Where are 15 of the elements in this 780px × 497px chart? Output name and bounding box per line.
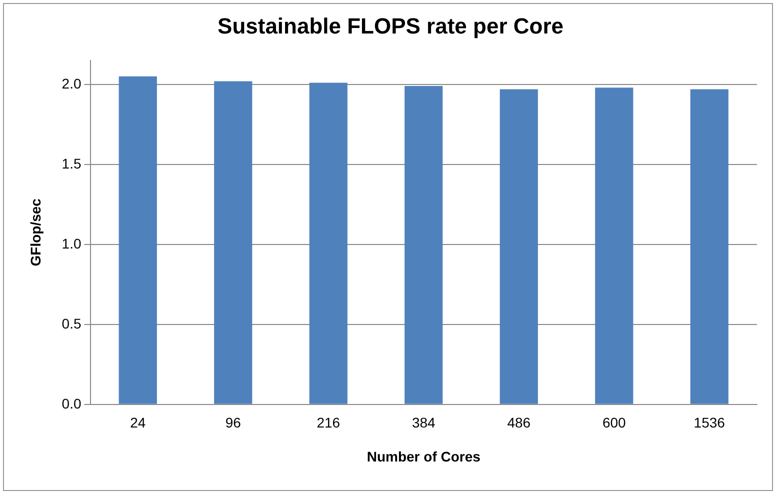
- y-tick-label: 1.0: [62, 235, 82, 252]
- y-axis-title: GFlop/sec: [27, 198, 44, 266]
- x-axis-title: Number of Cores: [366, 448, 481, 464]
- y-tick-label: 1.5: [62, 155, 82, 172]
- x-tick-label: 600: [602, 414, 626, 431]
- x-tick-label: 216: [316, 414, 340, 431]
- chart-title: Sustainable FLOPS rate per Core: [218, 13, 564, 38]
- x-tick-label: 384: [412, 414, 436, 431]
- x-tick-label: 96: [225, 414, 242, 431]
- x-tick-label: 24: [130, 414, 146, 431]
- y-tick-label: 0.0: [62, 395, 82, 412]
- x-tick-label: 486: [507, 414, 531, 431]
- y-tick-label: 2.0: [62, 75, 82, 92]
- x-tick-label: 1536: [694, 414, 726, 431]
- y-tick-label: 0.5: [62, 315, 82, 332]
